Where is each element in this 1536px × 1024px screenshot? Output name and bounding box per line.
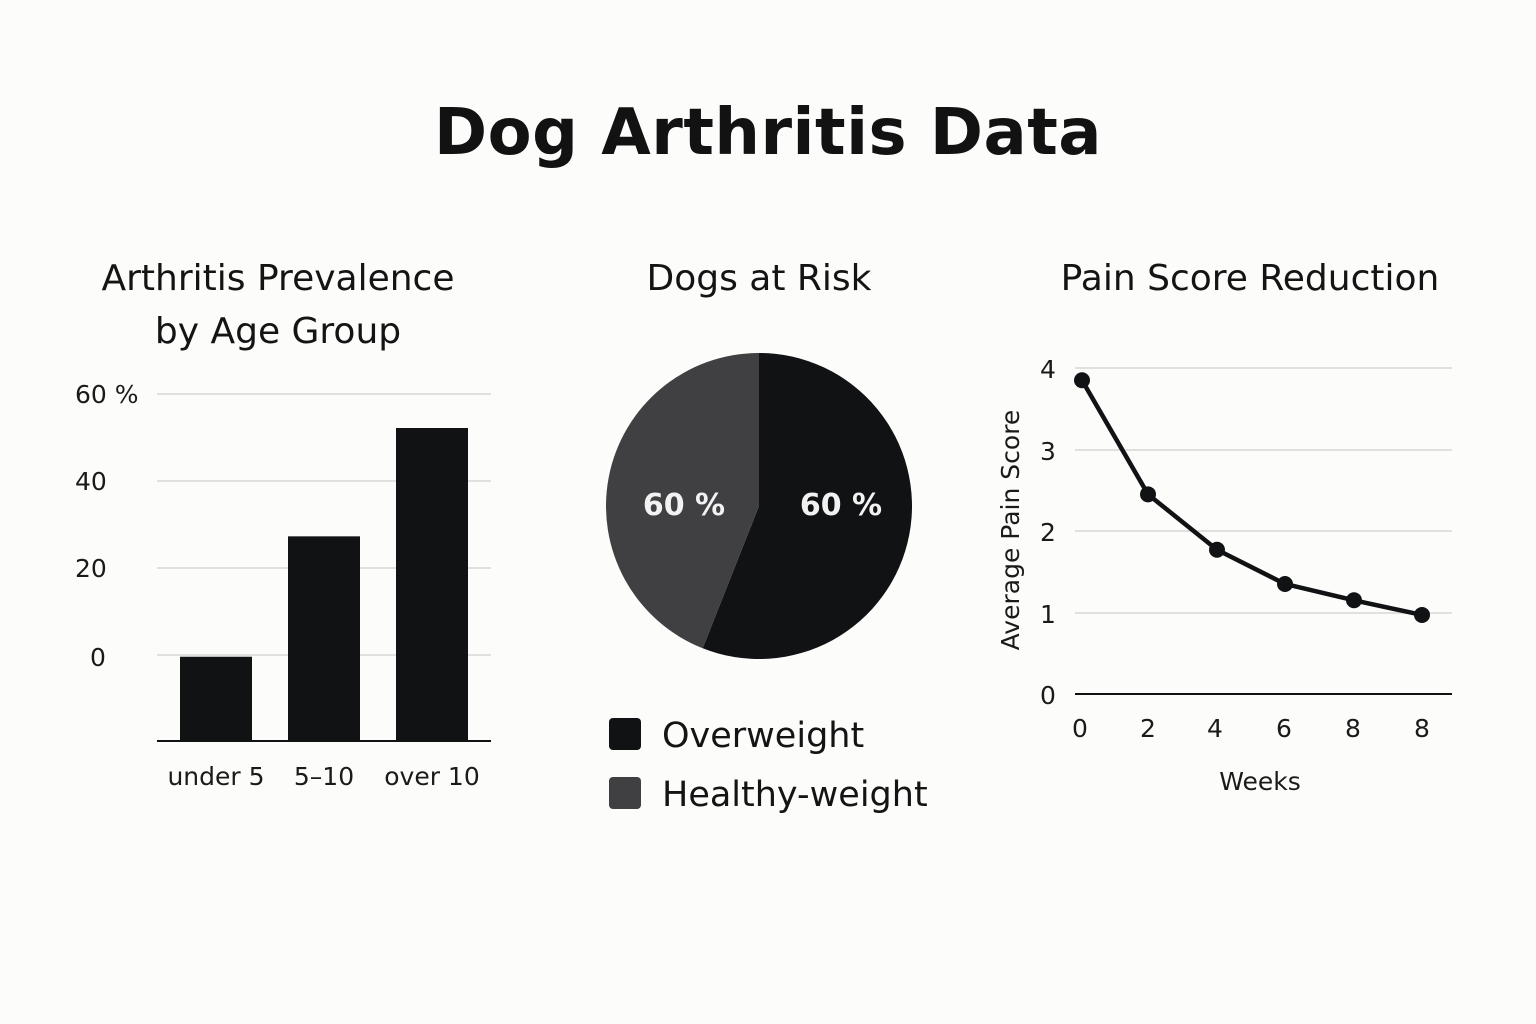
line-point: [1140, 486, 1156, 503]
line-y-axis-label: Average Pain Score: [996, 410, 1025, 651]
bar-y-tick: 0: [90, 643, 106, 672]
line-point: [1209, 541, 1225, 558]
pie-slice-overweight: [702, 353, 912, 659]
legend-swatch-overweight: [609, 718, 641, 750]
bar-chart-title-line-2: by Age Group: [155, 311, 401, 352]
page-title: Dog Arthritis Data: [434, 96, 1102, 170]
line-point: [1346, 592, 1362, 609]
line-x-tick: 6: [1276, 714, 1292, 743]
line-y-tick: 1: [1040, 600, 1056, 629]
line-series-path: [1080, 379, 1423, 618]
bar-x-tick: under 5: [167, 762, 264, 791]
bar-x-tick: 5–10: [294, 762, 354, 791]
line-x-tick: 2: [1140, 714, 1156, 743]
line-x-axis-label: Weeks: [1219, 767, 1301, 796]
bar-y-tick: 40: [75, 467, 107, 496]
line-point: [1414, 606, 1430, 623]
bar-x-tick: over 10: [384, 762, 480, 791]
pie-label-overweight: 60 %: [800, 488, 882, 523]
bar-y-tick: 20: [75, 554, 107, 583]
line-point: [1277, 575, 1293, 592]
bar-over-10: [396, 428, 468, 741]
line-x-tick: 0: [1072, 714, 1088, 743]
bar-chart: Arthritis Prevalence by Age Group 60 % 4…: [75, 258, 491, 791]
line-y-tick: 4: [1040, 355, 1056, 384]
line-x-tick: 8: [1414, 714, 1430, 743]
line-x-tick: 8: [1345, 714, 1361, 743]
pie-chart-title: Dogs at Risk: [646, 258, 871, 299]
legend-swatch-healthy-weight: [609, 777, 641, 809]
pie-slice-healthy-weight: [605, 353, 759, 649]
line-chart: Pain Score Reduction 4 3 2 1 0 Average P…: [996, 258, 1452, 796]
bar-chart-title-line-1: Arthritis Prevalence: [102, 258, 455, 299]
legend-label-overweight: Overweight: [662, 716, 864, 756]
bar-y-tick: 60 %: [75, 380, 139, 409]
pie-label-healthy-weight: 60 %: [643, 488, 725, 523]
bar-5-10: [288, 536, 360, 741]
line-y-tick: 3: [1040, 437, 1056, 466]
line-x-tick: 4: [1207, 714, 1223, 743]
line-y-tick: 0: [1040, 681, 1056, 710]
legend-label-healthy-weight: Healthy-weight: [662, 775, 928, 815]
line-chart-title: Pain Score Reduction: [1061, 258, 1440, 299]
pie-chart: Dogs at Risk 60 % 60 % Overweight Health…: [605, 258, 928, 815]
line-y-tick: 2: [1040, 518, 1056, 547]
line-point: [1074, 372, 1090, 389]
bar-under-5: [180, 656, 252, 741]
